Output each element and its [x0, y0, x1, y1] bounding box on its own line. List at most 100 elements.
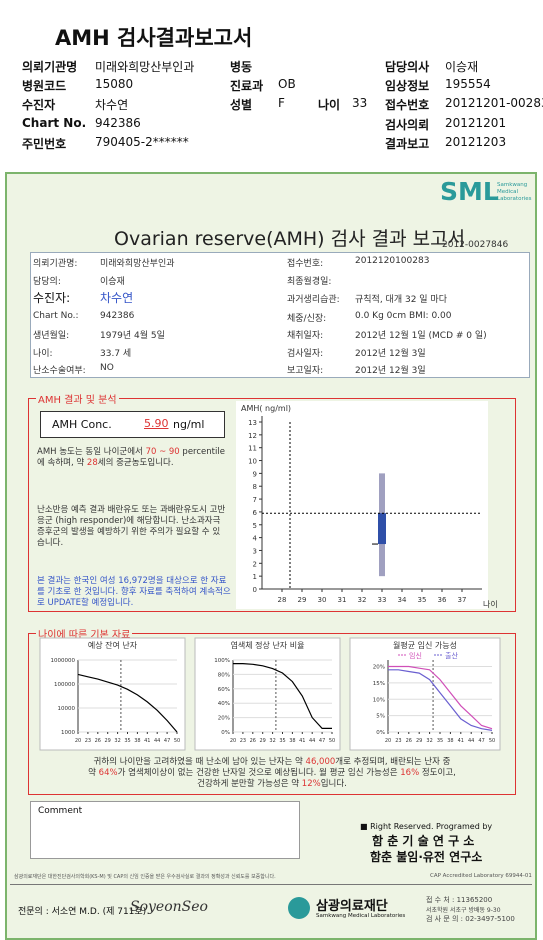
summary: 귀하의 나이만을 고려하였을 때 난소에 남아 있는 난자는 약 46,000개… [30, 757, 514, 790]
x-tick-label: 29 [105, 738, 111, 744]
y-tick-label: 4 [253, 535, 258, 543]
info-label: 과거생리습관: [287, 295, 340, 305]
doctor: 전문의 : 서소연 M.D. (제 711호) [18, 907, 147, 917]
field-label: 주민번호 [22, 137, 67, 151]
age-heading: 나이에 따른 기본 자료 [36, 626, 133, 641]
x-tick-label: 41 [458, 738, 464, 744]
x-tick-label: 41 [299, 738, 305, 744]
x-tick-label: 26 [95, 738, 101, 744]
field-label: 담당의사 [385, 60, 430, 74]
age-section [28, 633, 516, 795]
field-value: 차수연 [95, 98, 129, 112]
y-tick-label: 5% [376, 714, 385, 720]
y-tick-label: 5 [253, 522, 257, 530]
info-label: 담당의: [33, 277, 61, 287]
info-label: Chart No.: [33, 311, 79, 321]
field-value: F [278, 96, 285, 110]
text-segment: 28 [86, 458, 98, 468]
title: AMH 검사결과보고서 [55, 26, 253, 50]
text-segment: 16% [400, 768, 420, 778]
logo-sub: Samkwang Medical Laboratories [497, 182, 532, 202]
rights: ■ Right Reserved. Programed by [360, 822, 493, 831]
field-label: 병동 [230, 60, 253, 74]
field-value: 790405-2****** [95, 135, 189, 149]
field-label: 병원코드 [22, 79, 67, 93]
field-value: 20121201-00283 [445, 96, 543, 110]
chart-title: 예상 잔여 난자 [88, 640, 138, 650]
x-tick-label: 50 [489, 738, 495, 744]
curve [233, 663, 332, 729]
info-label: 최종월경일: [287, 277, 332, 287]
x-tick-label: 26 [250, 738, 256, 744]
signature: SoyeonSeo [130, 899, 208, 915]
x-tick-label: 29 [416, 738, 422, 744]
field-label: 수진자 [22, 98, 56, 112]
rule [10, 884, 532, 885]
conc-box [40, 411, 225, 438]
info-label: 접수번호: [287, 259, 324, 269]
text-segment: 64% [98, 768, 118, 778]
info-value: 33.7 세 [100, 349, 132, 359]
footer-note: 삼광의료재단은 대한진단검사의학회(KS-M) 및 CAP의 신임 인증을 받은… [14, 874, 276, 880]
conc-label: AMH Conc. [52, 418, 112, 431]
info-value: 2012120100283 [355, 256, 430, 266]
summary-line: 귀하의 나이만을 고려하였을 때 난소에 남아 있는 난자는 약 46,000개… [30, 757, 514, 768]
info-value: 이승재 [100, 277, 125, 287]
field-value: OB [278, 77, 296, 91]
field-label: Chart No. [22, 116, 87, 130]
field-label: 진료과 [230, 79, 264, 93]
x-tick-label: 44 [154, 738, 160, 744]
y-tick-label: 40% [218, 701, 230, 707]
field-value: 20121201 [445, 116, 507, 130]
report-number: 2012-0027846 [442, 240, 509, 250]
x-tick-label: 23 [395, 738, 401, 744]
text-segment: 난소반응 예측 결과 배란유도 또는 과배란유도시 고반응군 (high res… [37, 505, 226, 548]
text-segment: AMH 농도는 동일 나이군에서 [37, 447, 146, 457]
amh-para: 난소반응 예측 결과 배란유도 또는 과배란유도시 고반응군 (high res… [37, 505, 227, 549]
y-tick-label: 15% [373, 681, 385, 687]
info-label: 나이: [33, 349, 53, 359]
y-tick-label: 100% [214, 658, 230, 664]
y-tick-label: 13 [248, 419, 257, 427]
x-tick-label: 36 [438, 596, 447, 604]
field-label: 결과보고 [385, 137, 430, 151]
info-label: 생년월일: [33, 331, 70, 341]
text-segment: 세의 중균농도입니다. [97, 458, 174, 468]
y-tick-label: 1000000 [51, 658, 76, 664]
x-tick-label: 50 [329, 738, 335, 744]
info-value: 2012년 12월 1일 (MCD # 0 일) [355, 331, 487, 341]
x-tick-label: 37 [458, 596, 467, 604]
info-label: 체중/신장: [287, 314, 327, 324]
info-value: 차수연 [100, 291, 134, 305]
x-tick-label: 33 [378, 596, 387, 604]
x-tick-label: 35 [279, 738, 285, 744]
contact: 서초학원 서초구 방배동 9-30 [426, 907, 501, 914]
field-value: 942386 [95, 116, 141, 130]
y-tick-label: 0% [221, 730, 230, 736]
info-label: 검사일자: [287, 349, 324, 359]
text-segment: 정도이고, [419, 768, 456, 778]
org-icon [288, 897, 310, 919]
report-title: Ovarian reserve(AMH) 검사 결과 보고서 [114, 228, 466, 250]
text-segment: 건강하게 분만할 가능성은 약 [197, 779, 302, 789]
field-label: 임상정보 [385, 79, 430, 93]
text-segment: 귀하의 나이만을 고려하였을 때 난소에 남아 있는 난자는 약 [93, 757, 306, 767]
y-tick-label: 3 [253, 547, 257, 555]
x-tick-label: 38 [289, 738, 295, 744]
org-en: Samkwang Medical Laboratories [316, 913, 406, 919]
info-value: 942386 [100, 311, 135, 321]
x-tick-label: 44 [468, 738, 474, 744]
curve [388, 665, 493, 730]
info-label: 보고일자: [287, 366, 324, 376]
text-segment: 개로 추정되며, 배란되는 난자 중 [335, 757, 451, 767]
text-segment: 46,000 [305, 757, 336, 767]
comment-label: Comment [38, 806, 83, 816]
lab: 함춘 불임·유전 연구소 [370, 850, 483, 864]
x-tick-label: 38 [134, 738, 140, 744]
info-label: 난소수술여부: [33, 366, 86, 376]
x-tick-label: 44 [309, 738, 315, 744]
amh-note: 본 결과는 한국인 여성 16,972명을 대상으로 한 자료를 기초로 한 것… [37, 576, 232, 609]
field-label: 의뢰기관명 [22, 60, 78, 74]
